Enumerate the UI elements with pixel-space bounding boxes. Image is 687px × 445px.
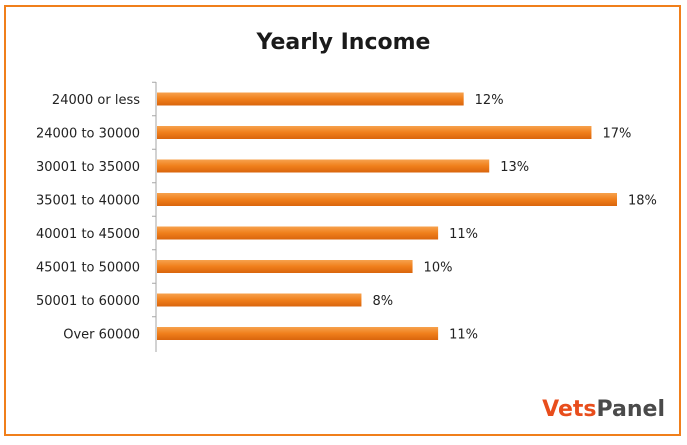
bar (157, 226, 439, 240)
category-label: 24000 or less (52, 93, 140, 108)
bar (157, 159, 490, 173)
data-label: 18% (628, 194, 657, 209)
category-label: 30001 to 35000 (36, 160, 140, 175)
category-label: 35001 to 40000 (36, 194, 140, 209)
category-label: Over 60000 (63, 328, 140, 343)
data-label: 17% (602, 127, 631, 142)
category-label: 40001 to 45000 (36, 227, 140, 242)
logo-part-panel: Panel (596, 397, 665, 422)
chart-title: Yearly Income (256, 30, 431, 55)
logo-part-vets: Vets (542, 397, 597, 422)
data-label: 12% (475, 93, 504, 108)
vetspanel-logo: VetsPanel (542, 397, 665, 422)
chart-frame (4, 5, 681, 436)
category-label: 24000 to 30000 (36, 127, 140, 142)
data-label: 11% (449, 227, 478, 242)
bar (157, 327, 439, 340)
bar (157, 92, 464, 106)
data-label: 10% (424, 261, 453, 276)
bar (157, 293, 362, 307)
data-label: 13% (500, 160, 529, 175)
data-label: 8% (372, 294, 393, 309)
bar (157, 126, 592, 139)
data-label: 11% (449, 328, 478, 343)
bar (157, 193, 617, 206)
bar (157, 260, 413, 273)
category-label: 45001 to 50000 (36, 261, 140, 276)
category-label: 50001 to 60000 (36, 294, 140, 309)
